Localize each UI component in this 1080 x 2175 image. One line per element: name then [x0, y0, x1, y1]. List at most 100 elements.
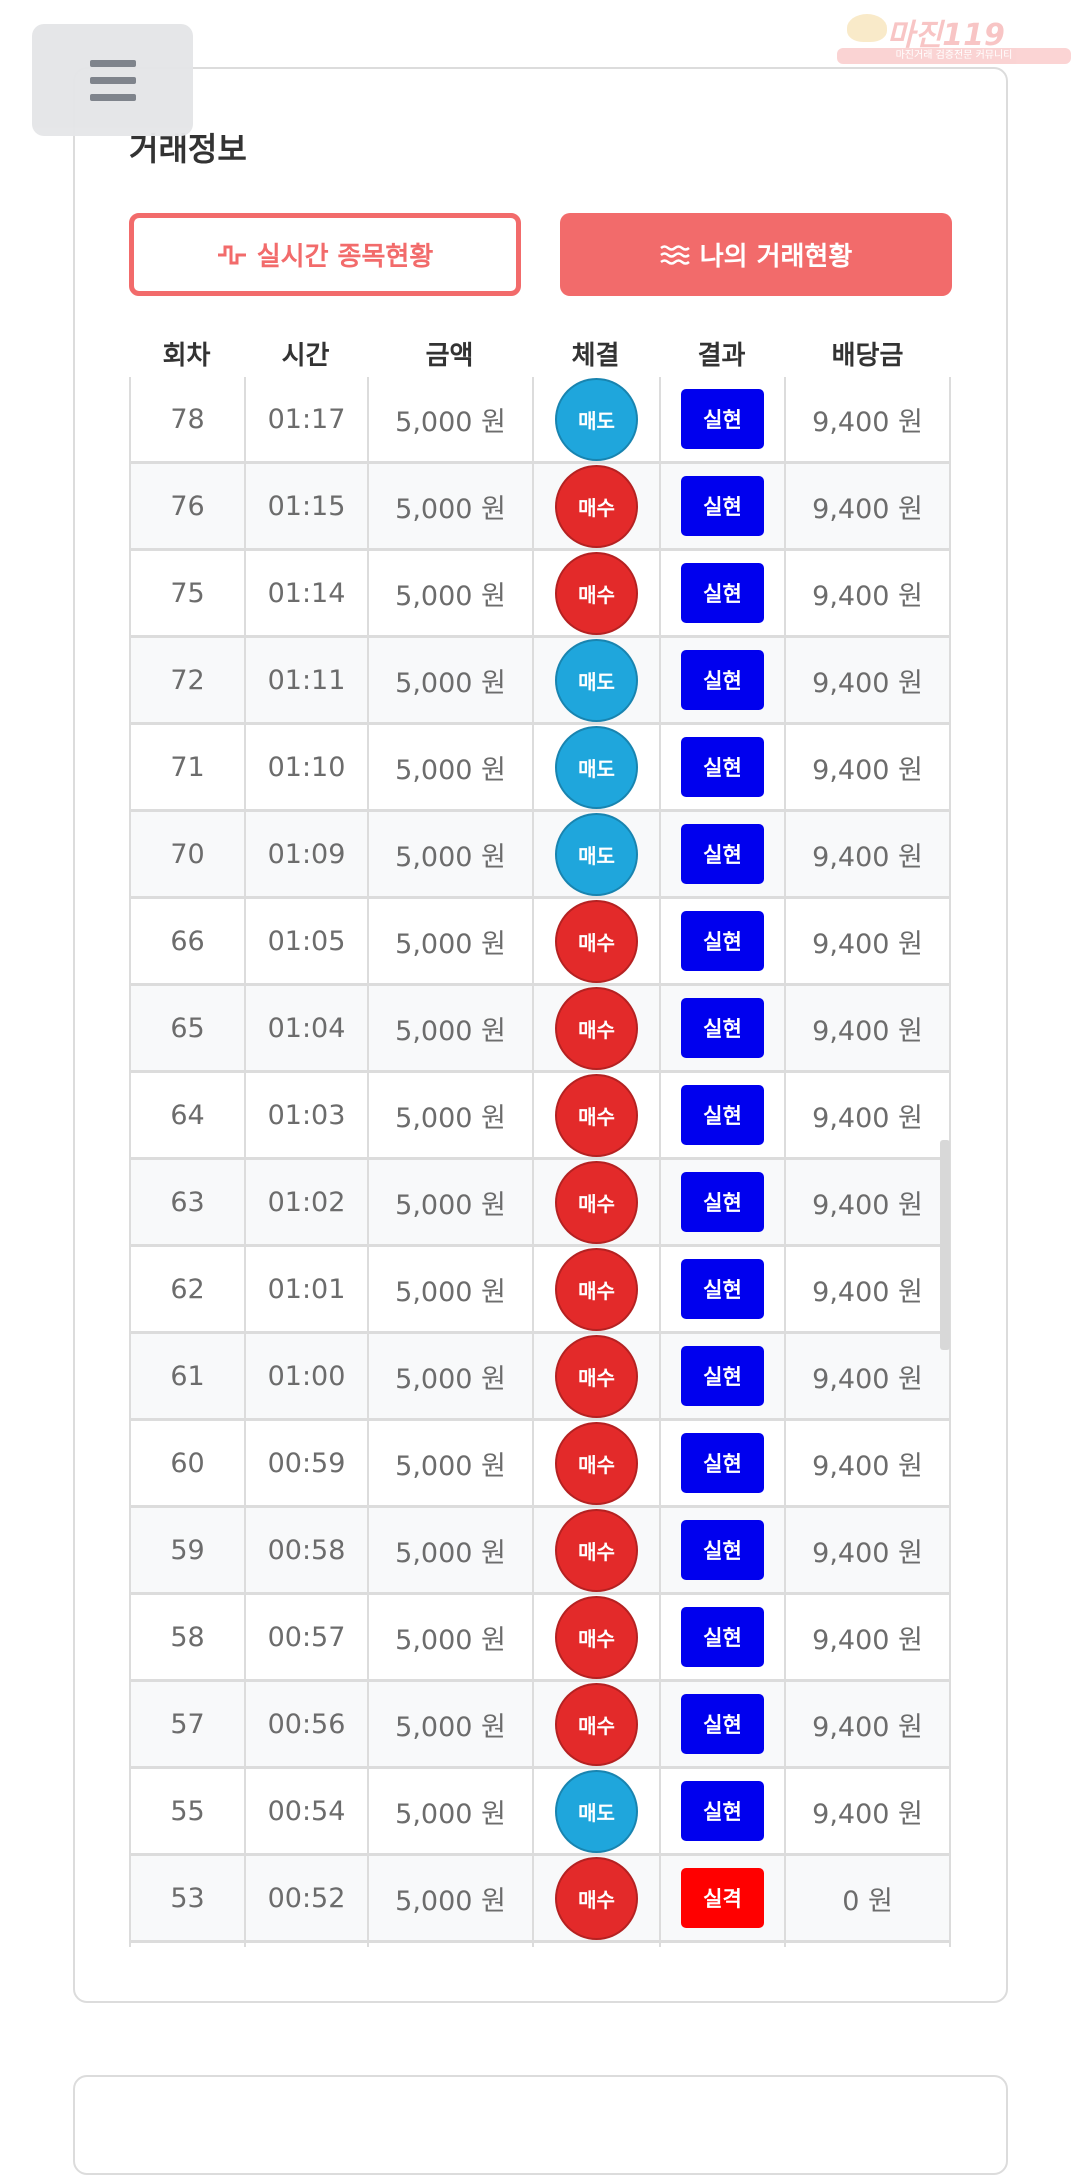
- cell-result: 실현: [659, 1247, 784, 1331]
- my-trades-button[interactable]: 나의 거래현황: [560, 213, 952, 296]
- side-badge: 매도: [555, 1769, 638, 1853]
- cell-time: 01:00: [244, 1334, 367, 1418]
- side-badge: 매도: [555, 638, 638, 722]
- side-badge: 매수: [555, 1073, 638, 1157]
- cell-result: 실현: [659, 1160, 784, 1244]
- cell-payout: 9,400 원: [784, 725, 951, 809]
- cell: [244, 1943, 367, 1947]
- cell-time: 01:05: [244, 899, 367, 983]
- scrollbar[interactable]: [940, 1140, 950, 1350]
- cell-amount: 5,000 원: [367, 1682, 532, 1766]
- cell-payout: 9,400 원: [784, 1769, 951, 1853]
- cell-time: 01:01: [244, 1247, 367, 1331]
- cell-payout: 9,400 원: [784, 812, 951, 896]
- cell-side: 매도: [532, 812, 659, 896]
- cell-side: 매수: [532, 464, 659, 548]
- cell-amount: 5,000 원: [367, 377, 532, 461]
- result-badge: 실현: [681, 476, 764, 536]
- result-badge: 실현: [681, 1433, 764, 1493]
- table-row: 57 00:56 5,000 원 매수 실현 9,400 원: [129, 1682, 951, 1769]
- cell-payout: 9,400 원: [784, 1595, 951, 1679]
- side-badge: 매수: [555, 1421, 638, 1505]
- cell-time: 00:58: [244, 1508, 367, 1592]
- side-badge: 매수: [555, 551, 638, 635]
- cell-result: 실현: [659, 812, 784, 896]
- table-row: 66 01:05 5,000 원 매수 실현 9,400 원: [129, 899, 951, 986]
- cell-round: 58: [129, 1595, 244, 1679]
- cell-amount: 5,000 원: [367, 986, 532, 1070]
- header-payout: 배당금: [831, 340, 904, 371]
- cell: [367, 1943, 532, 1947]
- my-trades-label: 나의 거래현황: [699, 242, 853, 272]
- cell-result: 실현: [659, 1421, 784, 1505]
- realtime-status-button[interactable]: 실시간 종목현황: [129, 213, 521, 296]
- result-badge: 실현: [681, 1520, 764, 1580]
- header-side: 체결: [571, 340, 620, 371]
- logo-tagline: 마진거래 검증전문 커뮤니티: [837, 48, 1071, 64]
- cell-side: 매수: [532, 986, 659, 1070]
- cell-time: 00:54: [244, 1769, 367, 1853]
- cell-result: 실격: [659, 1856, 784, 1940]
- hamburger-icon: [89, 59, 136, 67]
- side-badge: 매도: [555, 377, 638, 461]
- cell: [784, 1943, 951, 1947]
- cell-round: 65: [129, 986, 244, 1070]
- realtime-status-label: 실시간 종목현황: [256, 242, 434, 272]
- cell-result: 실현: [659, 464, 784, 548]
- side-badge: 매수: [555, 1682, 638, 1766]
- result-badge: 실현: [681, 1085, 764, 1145]
- side-badge: 매수: [555, 1160, 638, 1244]
- cell-result: 실현: [659, 986, 784, 1070]
- side-badge: 매수: [555, 899, 638, 983]
- cell-payout: 9,400 원: [784, 1508, 951, 1592]
- cell-amount: 5,000 원: [367, 1856, 532, 1940]
- cell: [129, 1943, 244, 1947]
- cell-side: 매수: [532, 1856, 659, 1940]
- result-badge: 실현: [681, 1694, 764, 1754]
- cell-payout: 9,400 원: [784, 986, 951, 1070]
- cell-round: 70: [129, 812, 244, 896]
- logo-watermark: 마진119 마진거래 검증전문 커뮤니티: [837, 10, 1071, 64]
- logo-text: 마진119: [887, 18, 1005, 53]
- cell-round: 75: [129, 551, 244, 635]
- cell-round: 59: [129, 1508, 244, 1592]
- side-badge: 매수: [555, 1595, 638, 1679]
- menu-button[interactable]: [32, 24, 193, 136]
- side-badge: 매수: [555, 986, 638, 1070]
- cell-amount: 5,000 원: [367, 1334, 532, 1418]
- table-row: 61 01:00 5,000 원 매수 실현 9,400 원: [129, 1334, 951, 1421]
- cell-amount: 5,000 원: [367, 1508, 532, 1592]
- side-badge: 매수: [555, 464, 638, 548]
- cell-result: 실현: [659, 1073, 784, 1157]
- cell-time: 01:17: [244, 377, 367, 461]
- cell-result: 실현: [659, 1769, 784, 1853]
- cell-payout: 9,400 원: [784, 1682, 951, 1766]
- pulse-icon: [217, 245, 246, 264]
- cell-side: 매수: [532, 1247, 659, 1331]
- cell-round: 66: [129, 899, 244, 983]
- cell-round: 60: [129, 1421, 244, 1505]
- cell-amount: 5,000 원: [367, 899, 532, 983]
- table-row: 65 01:04 5,000 원 매수 실현 9,400 원: [129, 986, 951, 1073]
- table-row: 62 01:01 5,000 원 매수 실현 9,400 원: [129, 1247, 951, 1334]
- cell-round: 72: [129, 638, 244, 722]
- cell-round: 62: [129, 1247, 244, 1331]
- cell-time: 00:56: [244, 1682, 367, 1766]
- cell-round: 61: [129, 1334, 244, 1418]
- cell-payout: 9,400 원: [784, 377, 951, 461]
- cell-round: 53: [129, 1856, 244, 1940]
- cell-payout: 9,400 원: [784, 1334, 951, 1418]
- table-row: 55 00:54 5,000 원 매도 실현 9,400 원: [129, 1769, 951, 1856]
- cell-time: 00:52: [244, 1856, 367, 1940]
- table-row: 78 01:17 5,000 원 매도 실현 9,400 원: [129, 377, 951, 464]
- table-row: 59 00:58 5,000 원 매수 실현 9,400 원: [129, 1508, 951, 1595]
- cell-round: 78: [129, 377, 244, 461]
- cell-side: 매도: [532, 638, 659, 722]
- cell-time: 01:04: [244, 986, 367, 1070]
- cell-time: 00:57: [244, 1595, 367, 1679]
- side-badge: 매도: [555, 725, 638, 809]
- cell: [659, 1943, 784, 1947]
- cell-side: 매도: [532, 725, 659, 809]
- cell-side: 매수: [532, 551, 659, 635]
